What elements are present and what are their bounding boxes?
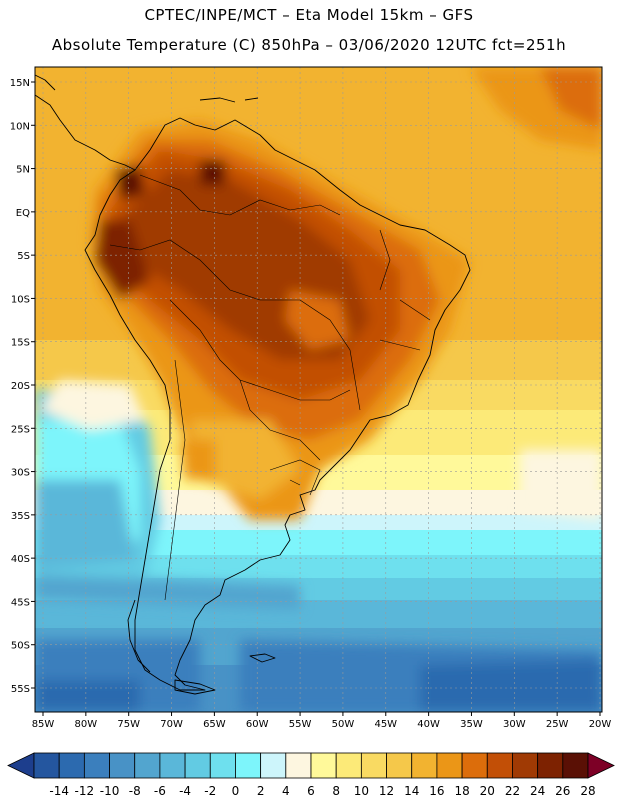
- colorbar-label: -8: [129, 784, 141, 798]
- lat-label: 35S: [11, 511, 30, 522]
- colorbar-swatch: [486, 752, 513, 779]
- colorbar-swatch: [411, 752, 438, 779]
- colorbar-label: -14: [49, 784, 69, 798]
- longitude-labels: 85W 80W 75W 70W 65W 60W 55W 50W 45W 40W 35W 30W 25W 2…: [32, 719, 612, 730]
- country-borders: [109, 174, 431, 601]
- colorbar-swatch: [335, 752, 362, 779]
- lon-label: 40W: [417, 719, 440, 730]
- lon-label: 80W: [75, 719, 98, 730]
- lat-label: 10N: [10, 121, 30, 132]
- lat-label: 55S: [11, 684, 30, 695]
- temperature-field: [35, 67, 602, 712]
- colorbar-swatch: [386, 752, 413, 779]
- lat-label: 25S: [11, 424, 30, 435]
- colorbar-swatch: [235, 752, 262, 779]
- colorbar-swatch: [562, 752, 589, 779]
- colorbar-swatch: [209, 752, 236, 779]
- lon-label: 65W: [203, 719, 226, 730]
- lat-label: EQ: [16, 208, 30, 219]
- colorbar-swatch: [83, 752, 110, 779]
- colorbar-label: 28: [580, 784, 595, 798]
- lon-label: 70W: [160, 719, 183, 730]
- colorbar-swatch: [537, 752, 564, 779]
- coastlines: [34, 74, 471, 695]
- colorbar-label: 18: [454, 784, 469, 798]
- colorbar-swatch: [461, 752, 488, 779]
- colorbar-swatch: [134, 752, 161, 779]
- lon-label: 85W: [32, 719, 55, 730]
- map-frame: [34, 66, 603, 713]
- colorbar-label: 26: [555, 784, 570, 798]
- lat-label: 15N: [10, 78, 30, 89]
- lat-label: 50S: [11, 641, 30, 652]
- colorbar-swatch: [33, 752, 60, 779]
- colorbar-swatch: [360, 752, 387, 779]
- colorbar-label: 2: [257, 784, 265, 798]
- lon-label: 60W: [246, 719, 269, 730]
- map-title-line1: CPTEC/INPE/MCT – Eta Model 15km – GFS: [144, 6, 474, 24]
- colorbar-swatch: [260, 752, 287, 779]
- latitude-labels: 15N 10N 5N EQ 5S 10S 15S 20S 25S 30S 35S 40S 45S 50S 5…: [10, 78, 30, 695]
- colorbar-label: 14: [404, 784, 419, 798]
- lat-label: 5S: [17, 251, 30, 262]
- colorbar-label: 10: [354, 784, 369, 798]
- lat-label: 20S: [11, 381, 30, 392]
- colorbar-swatch: [512, 752, 539, 779]
- colorbar-label: 8: [332, 784, 340, 798]
- colorbar-swatch: [436, 752, 463, 779]
- colorbar-swatch: [58, 752, 85, 779]
- colorbar-label: -10: [100, 784, 120, 798]
- lon-label: 20W: [589, 719, 612, 730]
- colorbar-min-arrow: [7, 752, 35, 779]
- colorbar-swatch: [109, 752, 136, 779]
- colorbar-label: 12: [379, 784, 394, 798]
- lon-label: 30W: [503, 719, 526, 730]
- lon-label: 45W: [374, 719, 397, 730]
- lon-label: 75W: [117, 719, 140, 730]
- colorbar-swatch: [285, 752, 312, 779]
- lon-label: 25W: [546, 719, 569, 730]
- colorbar-label: 0: [232, 784, 240, 798]
- colorbar-label: 4: [282, 784, 290, 798]
- lat-label: 45S: [11, 597, 30, 608]
- colorbar-swatch: [159, 752, 186, 779]
- lat-label: 15S: [11, 338, 30, 349]
- colorbar-labels: -14 -12 -10 -8 -6 -4 -2 0 2 4 6 8 10 12 14 16 18 20 22 24 26…: [49, 784, 595, 798]
- colorbar-swatch: [184, 752, 211, 779]
- lon-label: 50W: [332, 719, 355, 730]
- colorbar-label: 24: [530, 784, 545, 798]
- colorbar-label: -12: [75, 784, 95, 798]
- colorbar-label: 16: [429, 784, 444, 798]
- colorbar-label: 20: [480, 784, 495, 798]
- lat-label: 30S: [11, 468, 30, 479]
- colorbar-max-arrow: [587, 752, 615, 779]
- lat-label: 40S: [11, 554, 30, 565]
- lon-label: 55W: [289, 719, 312, 730]
- colorbar-label: 22: [505, 784, 520, 798]
- colorbar-label: -6: [154, 784, 166, 798]
- colorbar-swatch: [310, 752, 337, 779]
- lat-label: 10S: [11, 294, 30, 305]
- colorbar-label: -4: [179, 784, 191, 798]
- lon-label: 35W: [460, 719, 483, 730]
- colorbar-label: -2: [204, 784, 216, 798]
- map-title-line2: Absolute Temperature (C) 850hPa – 03/06/…: [51, 36, 567, 54]
- lat-label: 5N: [16, 165, 30, 176]
- colorbar-label: 6: [307, 784, 315, 798]
